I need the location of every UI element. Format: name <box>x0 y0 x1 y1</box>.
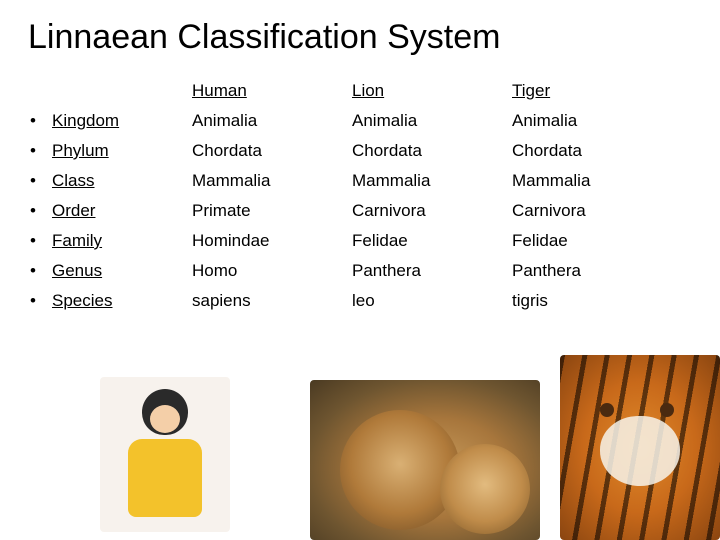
cell-lion-class: Mammalia <box>352 171 512 191</box>
cell-lion-family: Felidae <box>352 231 512 251</box>
cell-human-order: Primate <box>192 201 352 221</box>
cell-tiger-family: Felidae <box>512 231 672 251</box>
bullet: • <box>28 201 52 221</box>
bullet: • <box>28 141 52 161</box>
rank-kingdom: Kingdom <box>52 111 192 131</box>
cell-human-genus: Homo <box>192 261 352 281</box>
cell-lion-genus: Panthera <box>352 261 512 281</box>
slide-title: Linnaean Classification System <box>28 18 692 57</box>
cell-human-phylum: Chordata <box>192 141 352 161</box>
tiger-photo <box>560 355 720 540</box>
cell-human-kingdom: Animalia <box>192 111 352 131</box>
cell-tiger-species: tigris <box>512 291 672 311</box>
image-row <box>0 375 720 540</box>
cell-human-class: Mammalia <box>192 171 352 191</box>
col-header-lion: Lion <box>352 81 512 101</box>
rank-order: Order <box>52 201 192 221</box>
cell-tiger-class: Mammalia <box>512 171 672 191</box>
cell-lion-order: Carnivora <box>352 201 512 221</box>
cell-lion-species: leo <box>352 291 512 311</box>
cell-human-family: Homindae <box>192 231 352 251</box>
human-photo <box>100 377 230 532</box>
bullet: • <box>28 231 52 251</box>
cell-tiger-kingdom: Animalia <box>512 111 672 131</box>
rank-genus: Genus <box>52 261 192 281</box>
classification-table: Human Lion Tiger • Kingdom Animalia Anim… <box>28 81 692 311</box>
bullet: • <box>28 291 52 311</box>
col-header-tiger: Tiger <box>512 81 672 101</box>
cell-tiger-phylum: Chordata <box>512 141 672 161</box>
rank-species: Species <box>52 291 192 311</box>
rank-class: Class <box>52 171 192 191</box>
cell-human-species: sapiens <box>192 291 352 311</box>
bullet: • <box>28 171 52 191</box>
bullet: • <box>28 261 52 281</box>
lion-photo <box>310 380 540 540</box>
cell-tiger-genus: Panthera <box>512 261 672 281</box>
rank-family: Family <box>52 231 192 251</box>
cell-lion-phylum: Chordata <box>352 141 512 161</box>
cell-lion-kingdom: Animalia <box>352 111 512 131</box>
col-header-human: Human <box>192 81 352 101</box>
rank-phylum: Phylum <box>52 141 192 161</box>
cell-tiger-order: Carnivora <box>512 201 672 221</box>
bullet: • <box>28 111 52 131</box>
